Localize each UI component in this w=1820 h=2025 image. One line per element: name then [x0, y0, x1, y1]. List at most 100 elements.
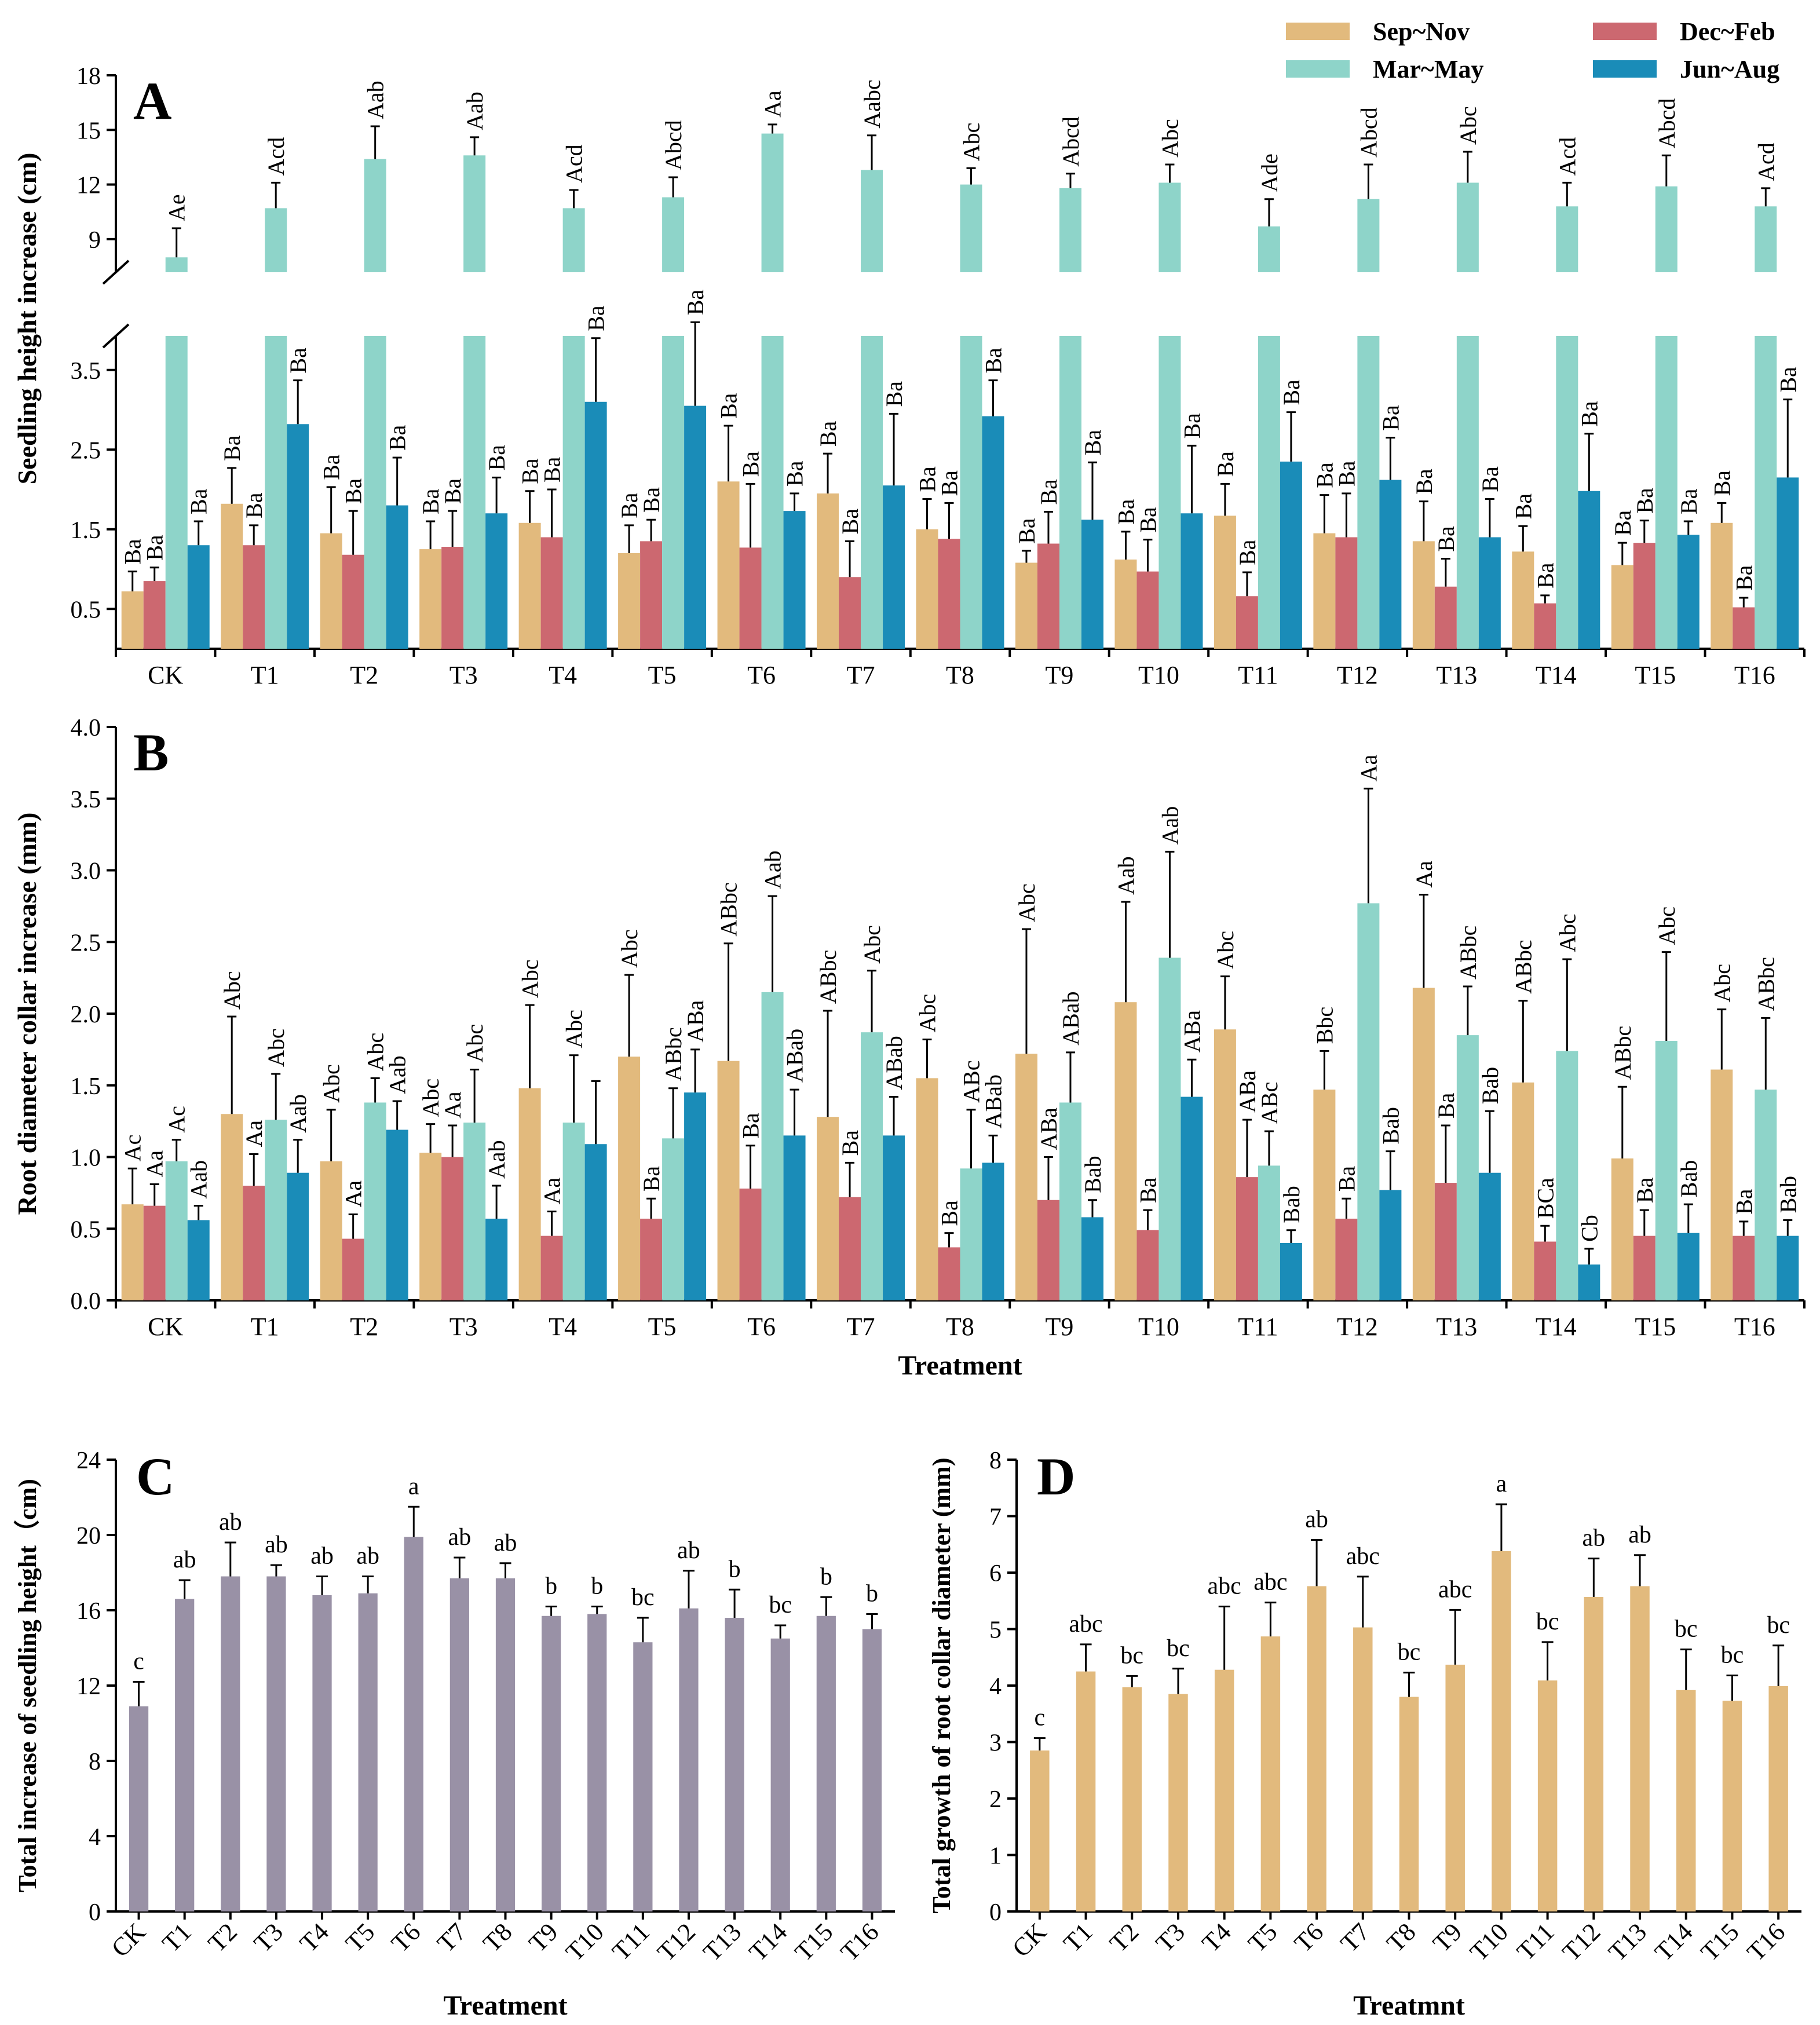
bar-dec_feb: [640, 541, 663, 649]
significance-label: Ba: [1510, 494, 1536, 520]
bar-dec_feb: [1136, 1230, 1159, 1300]
y-tick-label: 3.5: [71, 358, 101, 385]
significance-label: Ba: [837, 1130, 863, 1156]
bar-lower-mar_may: [662, 336, 685, 649]
bar-jun_aug: [1478, 537, 1501, 649]
legend: Sep~Nov Dec~Feb Mar~May Jun~Aug: [1286, 17, 1779, 83]
significance-label: Abcd: [1355, 107, 1382, 158]
significance-label: Ba: [385, 425, 411, 451]
significance-label: Abc: [915, 994, 941, 1033]
x-tick-label: T13: [1603, 1917, 1652, 1966]
bar-dec_feb: [1733, 607, 1755, 649]
significance-label: Ba: [1333, 1166, 1359, 1192]
significance-label: ABab: [782, 1029, 808, 1083]
x-tick-label: T16: [1741, 1917, 1790, 1966]
bar-mar_may: [1655, 1041, 1678, 1300]
x-tick-label: T8: [1381, 1917, 1421, 1957]
y-tick-label: 1.0: [71, 1145, 101, 1172]
y-tick-label: 2.0: [71, 1001, 101, 1028]
y-tick-label: 24: [76, 1448, 101, 1474]
significance-label: Aab: [385, 1055, 411, 1094]
significance-label: Ba: [1212, 451, 1238, 477]
x-tick-label: T4: [549, 661, 577, 689]
significance-label: ab: [1582, 1525, 1605, 1552]
significance-label: Ade: [1256, 153, 1282, 192]
significance-label: a: [408, 1473, 419, 1500]
x-tick-label: T4: [549, 1313, 577, 1341]
significance-label: bc: [631, 1584, 655, 1611]
significance-label: Ba: [1477, 466, 1503, 492]
significance-label: Aab: [484, 1140, 510, 1179]
x-tick-label: CK: [106, 1917, 151, 1962]
x-tick-label: T11: [1511, 1917, 1560, 1966]
bar-jun_aug: [1677, 535, 1700, 649]
bar-lower-mar_may: [364, 336, 386, 649]
bar-dec_feb: [1434, 1183, 1457, 1300]
y-tick-label: 3.0: [71, 858, 101, 885]
significance-label: Cb: [1576, 1215, 1602, 1242]
significance-label: Ba: [539, 456, 565, 483]
significance-label: Abc: [462, 1024, 488, 1063]
y-tick-label: 3: [989, 1730, 1002, 1757]
bar-jun_aug: [386, 1130, 408, 1300]
bar-upper-mar_may: [662, 197, 685, 272]
significance-label: Aab: [462, 92, 488, 130]
x-tick-label: T2: [350, 661, 378, 689]
bar-dec_feb: [243, 545, 265, 649]
bar: [1307, 1586, 1326, 1911]
significance-label: Ba: [1532, 562, 1558, 589]
x-axis-label: Treatmnt: [1353, 1990, 1465, 2021]
bar-sep_nov: [1412, 988, 1435, 1300]
significance-label: bc: [1721, 1642, 1744, 1668]
significance-label: Abc: [1455, 106, 1481, 145]
y-tick-label: 12: [76, 173, 101, 199]
significance-label: Abcd: [1654, 98, 1680, 149]
significance-label: Bbc: [1311, 1007, 1337, 1044]
significance-label: Ba: [1179, 413, 1205, 439]
panel-a-seedling-height-by-season: 0.5 1.5 2.5 3.5 9 12 15 18 CK T1 T2 T3 T4 T5 T6 T7 T8 T9 T…: [12, 63, 1806, 689]
bar-upper-mar_may: [1655, 186, 1678, 272]
x-tick-label: T15: [1635, 1313, 1676, 1341]
significance-label: Ba: [1036, 479, 1062, 505]
x-tick-label: T1: [251, 1313, 279, 1341]
bar-upper-mar_may: [364, 159, 386, 272]
bar-upper-mar_may: [463, 155, 486, 272]
x-tick-label: T11: [606, 1917, 655, 1966]
significance-label: bc: [1120, 1642, 1143, 1669]
bar: [1676, 1690, 1696, 1911]
significance-label: Ba: [638, 1166, 664, 1192]
bar-lower-mar_may: [165, 336, 188, 649]
significance-label: Bab: [1080, 1156, 1106, 1193]
bar-mar_may: [1357, 903, 1380, 1300]
y-tick-label: 1.5: [71, 1073, 101, 1100]
bar-jun_aug: [1379, 1190, 1402, 1300]
bar-dec_feb: [1733, 1236, 1755, 1300]
bar-dec_feb: [1434, 586, 1457, 649]
significance-label: ab: [1628, 1522, 1651, 1548]
legend-swatch-dec_feb: [1593, 23, 1657, 40]
bar-mar_may: [1556, 1051, 1578, 1300]
bar-sep_nov: [1313, 533, 1336, 649]
significance-label: ab: [219, 1509, 242, 1536]
significance-label: Acd: [263, 137, 289, 176]
bar: [1353, 1627, 1373, 1911]
significance-label: ABab: [981, 1074, 1007, 1128]
significance-label: Ba: [1377, 405, 1404, 431]
bar-upper-mar_may: [1456, 182, 1479, 272]
y-tick-label: 1: [989, 1843, 1002, 1870]
bar: [816, 1615, 836, 1911]
significance-label: Ac: [164, 1106, 190, 1133]
panel-letter: A: [133, 71, 171, 130]
significance-label: Abc: [263, 1028, 289, 1067]
significance-label: c: [1035, 1705, 1046, 1731]
x-tick-label: T6: [386, 1917, 426, 1957]
significance-label: Ba: [440, 478, 466, 504]
significance-label: ab: [356, 1543, 379, 1570]
significance-label: Ba: [1014, 518, 1040, 544]
bar: [404, 1537, 423, 1911]
x-tick-label: CK: [148, 1313, 183, 1341]
significance-label: c: [133, 1648, 144, 1675]
x-tick-label: T11: [1238, 1313, 1278, 1341]
significance-label: Abcd: [660, 120, 686, 170]
x-axis-label: Treatment: [898, 1350, 1022, 1381]
